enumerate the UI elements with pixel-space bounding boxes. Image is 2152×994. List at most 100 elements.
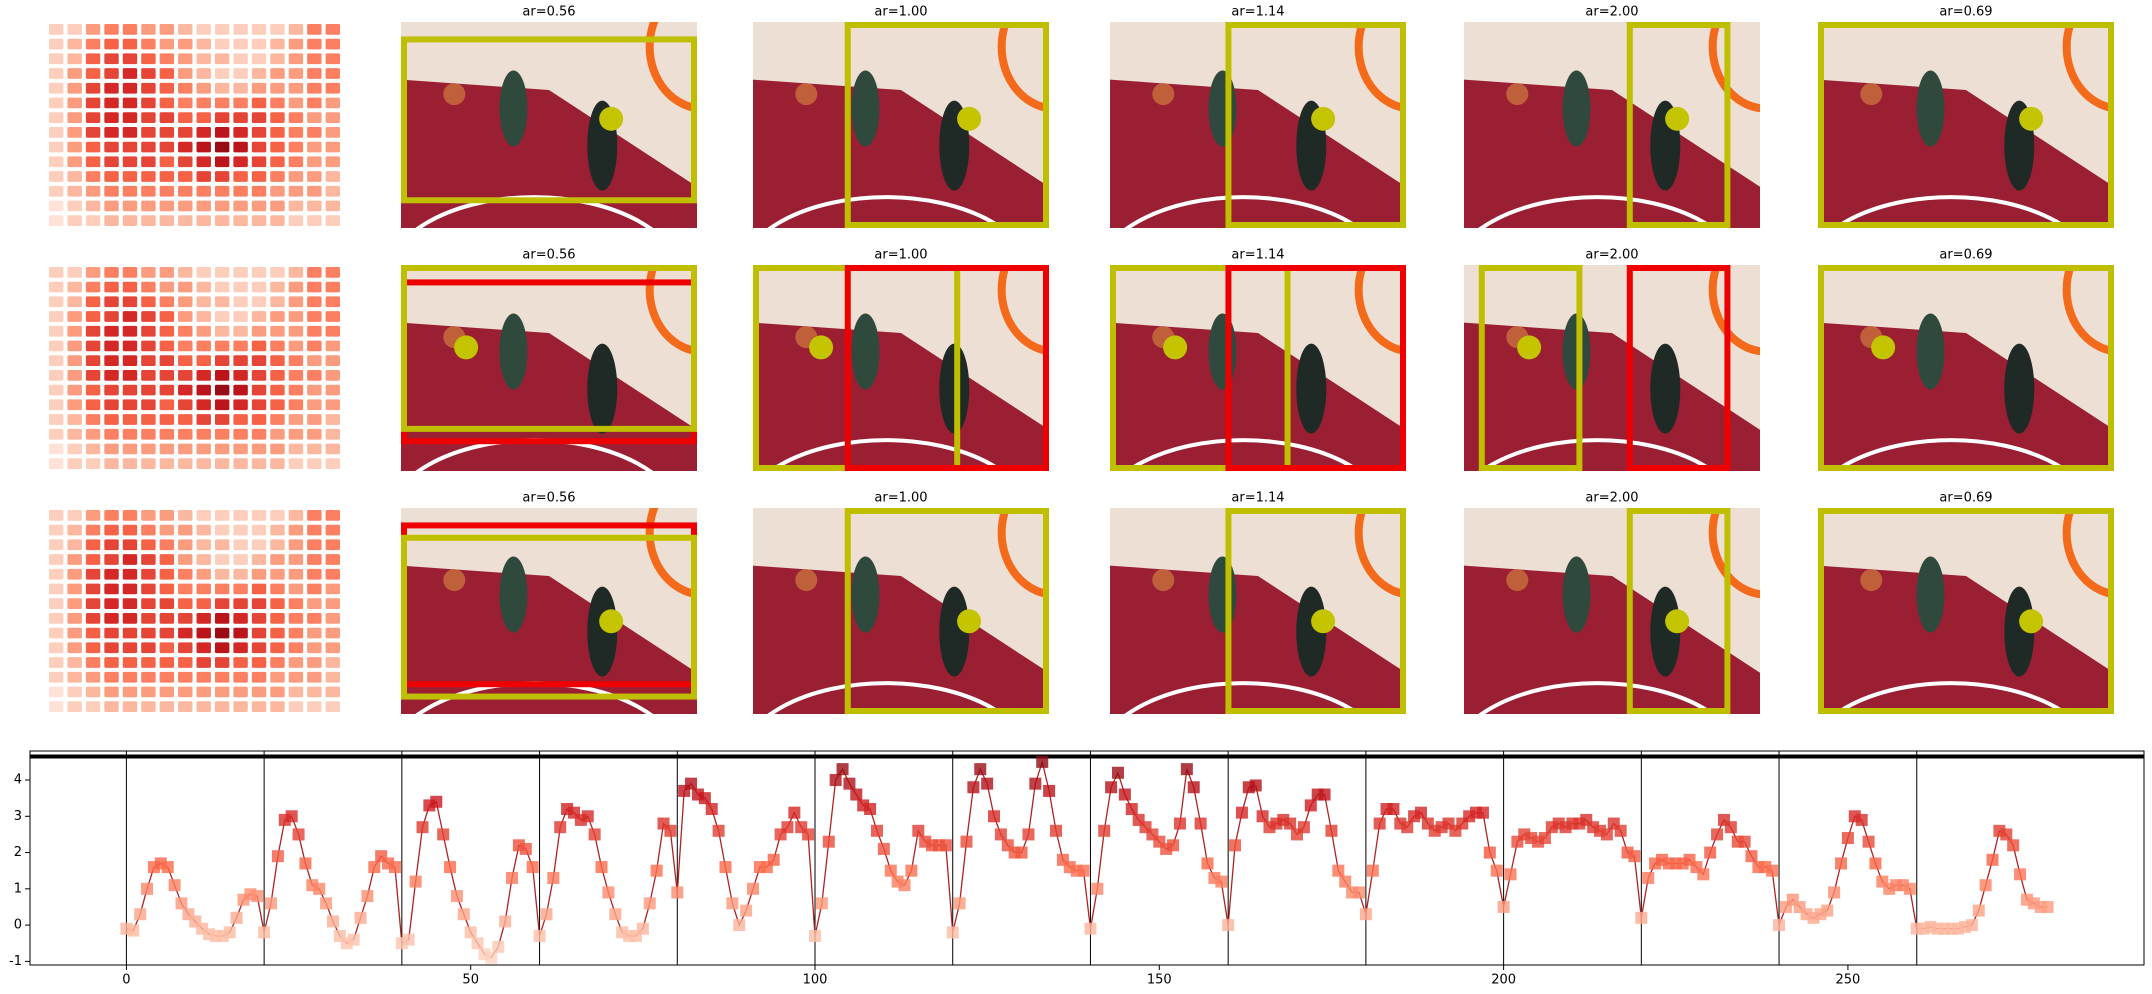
- heatmap-cell: [307, 443, 322, 455]
- heatmap-cell: [122, 127, 138, 138]
- heatmap-cell: [325, 701, 340, 712]
- heatmap-cell: [159, 53, 175, 65]
- heatmap-cell: [178, 370, 193, 381]
- heatmap-cell: [49, 701, 64, 712]
- heatmap-cell: [251, 171, 267, 182]
- heatmap-cell: [288, 613, 304, 624]
- heatmap-cell: [104, 296, 119, 308]
- heatmap-cell: [104, 281, 119, 293]
- heatmap-cell: [251, 281, 267, 293]
- heatmap-cell: [67, 598, 82, 609]
- heatmap-cell: [325, 68, 340, 79]
- photo-arc: [1478, 681, 1717, 714]
- crop-box: [844, 22, 1049, 228]
- series-marker: [1015, 846, 1028, 859]
- heatmap-cell: [122, 24, 138, 35]
- heatmap-cell: [288, 156, 304, 168]
- heatmap-cell: [49, 370, 64, 381]
- series-marker: [1414, 806, 1427, 819]
- heatmap-cell: [196, 671, 211, 683]
- heatmap-cell: [122, 399, 138, 411]
- heatmap-cell: [141, 598, 156, 609]
- series-marker: [685, 777, 698, 790]
- heatmap-cell: [233, 443, 248, 455]
- heatmap-cell: [288, 686, 304, 698]
- series-marker: [2000, 828, 2013, 841]
- series-marker: [981, 777, 994, 790]
- heatmap-cell: [178, 311, 193, 322]
- panel-title: ar=1.00: [874, 491, 927, 506]
- heatmap-cell: [104, 53, 119, 65]
- heatmap-cell: [178, 414, 193, 425]
- photo-court: [1110, 565, 1406, 714]
- series-marker: [1711, 828, 1724, 841]
- heatmap-cell: [251, 671, 267, 683]
- heatmap-cell: [104, 583, 119, 595]
- heatmap-cell: [49, 53, 64, 65]
- heatmap-cell: [196, 627, 211, 639]
- series-marker: [1249, 779, 1262, 792]
- heatmap-cell: [85, 370, 101, 381]
- series-marker: [326, 915, 339, 928]
- series-marker: [175, 897, 188, 910]
- heatmap-cell: [49, 127, 64, 138]
- series-marker: [1222, 919, 1235, 932]
- photo-rim: [2062, 265, 2114, 356]
- heatmap-cell: [67, 325, 82, 337]
- heatmap-cell: [67, 414, 82, 425]
- heatmap-cell: [325, 215, 340, 226]
- heatmap-cell: [49, 414, 64, 425]
- series-marker: [877, 842, 890, 855]
- heatmap-cell: [49, 97, 64, 109]
- heatmap-cell: [104, 112, 119, 123]
- image-panel: [1818, 265, 2114, 471]
- heatmap-cell: [233, 642, 248, 654]
- series-marker: [650, 864, 663, 877]
- series-marker: [946, 926, 959, 939]
- series-marker: [588, 828, 601, 841]
- heatmap-cell: [159, 642, 175, 654]
- heatmap-cell: [270, 296, 285, 308]
- focus-point: [1311, 106, 1336, 131]
- crop-box: [1225, 265, 1406, 471]
- heatmap-cell: [233, 171, 248, 182]
- heatmap-cell: [214, 24, 230, 35]
- heatmap-cell: [196, 443, 211, 455]
- series-marker: [1111, 766, 1124, 779]
- heatmap-cell: [85, 127, 101, 138]
- heatmap-cell: [67, 171, 82, 182]
- panel-title: ar=0.69: [1939, 491, 1992, 506]
- heatmap-cell: [196, 554, 211, 565]
- photo-arc: [767, 195, 1006, 228]
- heatmap-cell: [270, 127, 285, 138]
- series-marker: [258, 926, 271, 939]
- series-marker: [1201, 857, 1214, 870]
- heatmap-cell: [214, 399, 230, 411]
- photo-rim: [997, 22, 1049, 113]
- heatmap-cell: [178, 340, 193, 352]
- heatmap-cell: [214, 68, 230, 79]
- heatmap-cell: [85, 185, 101, 197]
- heatmap-cell: [85, 340, 101, 352]
- heatmap-cell: [85, 215, 101, 226]
- photo-rim: [645, 508, 697, 599]
- series-marker: [1339, 875, 1352, 888]
- series-marker: [368, 861, 381, 874]
- heatmap-cell: [67, 399, 82, 411]
- series-marker: [870, 824, 883, 837]
- image-panel: [401, 508, 697, 714]
- photo-rim: [1708, 22, 1760, 113]
- heatmap-cell: [67, 127, 82, 138]
- heatmap-cell: [104, 384, 119, 396]
- series-marker: [1497, 900, 1510, 913]
- photo-rim: [2062, 22, 2114, 113]
- heatmap-cell: [178, 355, 193, 366]
- heatmap-cell: [49, 598, 64, 609]
- series-marker: [671, 886, 684, 899]
- heatmap-cell: [233, 701, 248, 712]
- heatmap-cell: [67, 340, 82, 352]
- heatmap-cell: [214, 686, 230, 698]
- series-marker: [767, 853, 780, 866]
- heatmap-cell: [159, 112, 175, 123]
- heatmap-cell: [85, 458, 101, 469]
